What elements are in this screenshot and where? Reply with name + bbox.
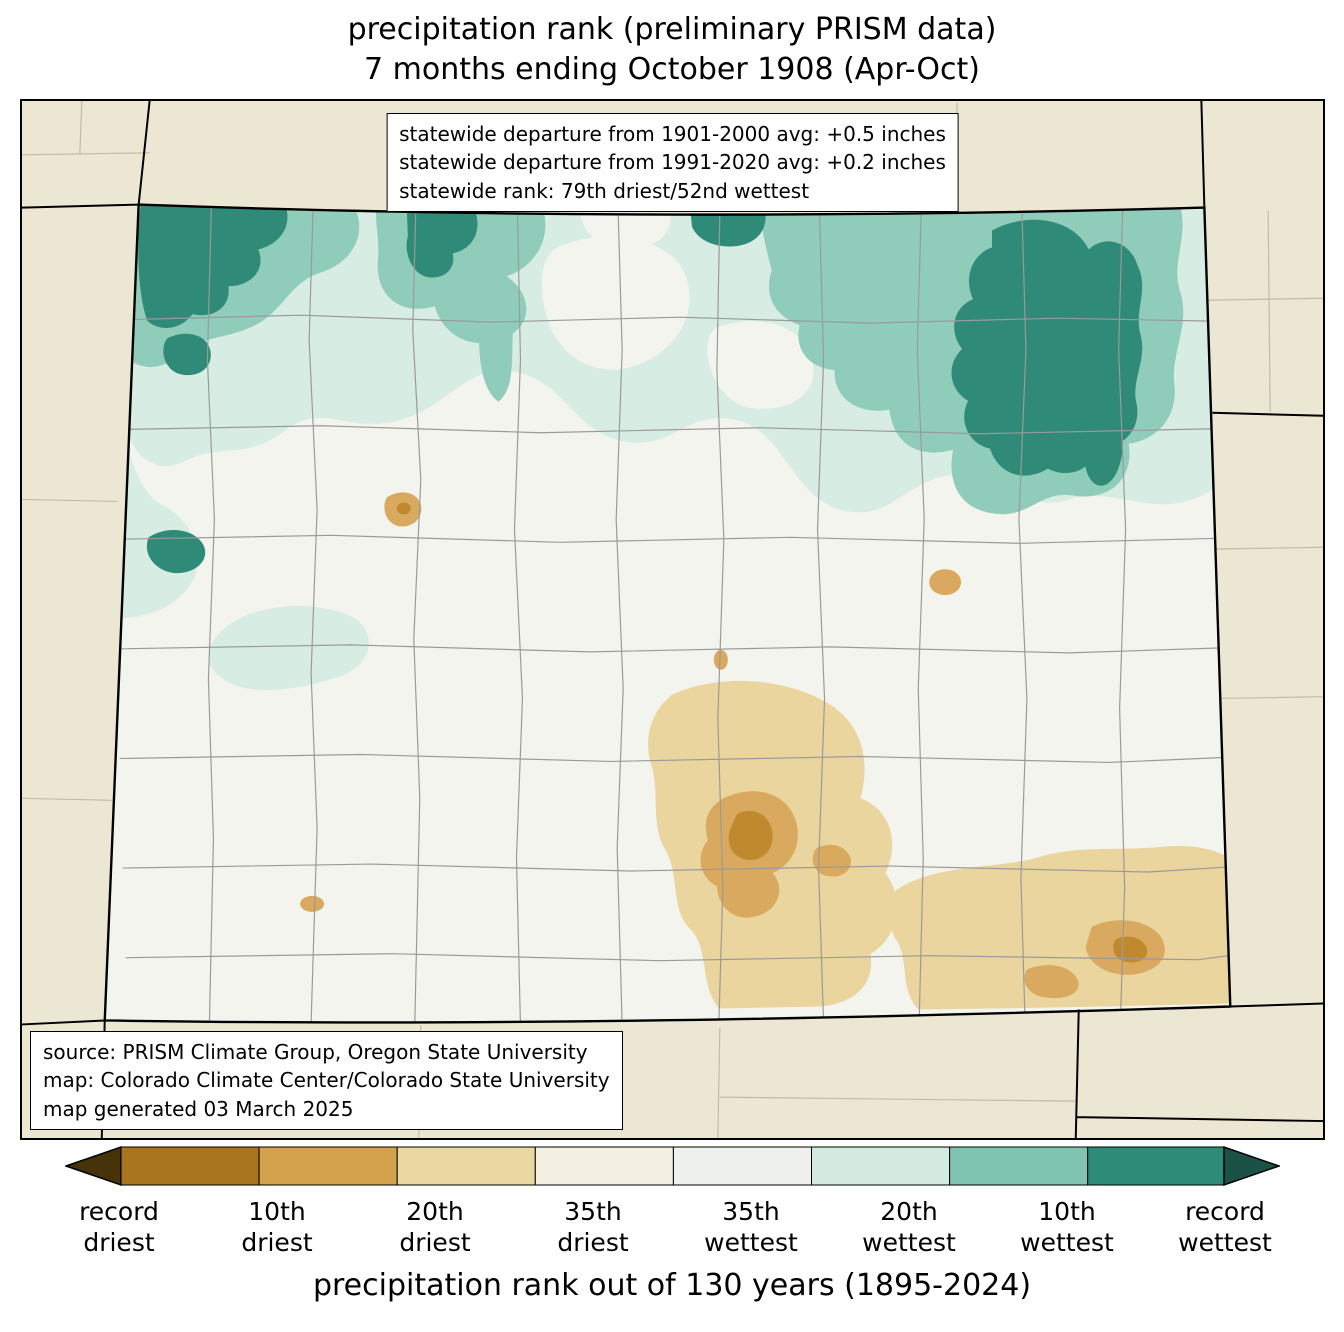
wet-mid-strip [478, 281, 514, 402]
legend: record driest 10th driest 20th driest 35… [0, 1145, 1344, 1303]
legend-label-record-driest: record driest [79, 1197, 159, 1257]
wet-dark-northwest [138, 204, 288, 329]
colorbar [64, 1145, 1280, 1187]
colorado-precipitation-map [22, 101, 1323, 1138]
colorbar-arrow-record-wettest [1222, 1145, 1280, 1187]
legend-caption: precipitation rank out of 130 years (189… [312, 1268, 1032, 1303]
wet-dark-northcentral [406, 208, 478, 278]
dry-mid-spot-1 [812, 844, 851, 877]
stats-box: statewide departure from 1901-2000 avg: … [386, 113, 959, 213]
dry-mid-eastcentral-dot [929, 569, 962, 596]
legend-label-35th-driest: 35th driest [557, 1197, 629, 1257]
legend-labels: record driest 10th driest 20th driest 35… [0, 1187, 1344, 1258]
title-line-2: 7 months ending October 1908 (Apr-Oct) [364, 51, 980, 87]
map-panel: statewide departure from 1901-2000 avg: … [20, 99, 1325, 1140]
colorbar-segment-8 [1086, 1146, 1225, 1186]
dry-dark-core [728, 810, 773, 861]
normal-hole-3 [580, 204, 671, 250]
normal-hole-1 [541, 236, 690, 370]
stats-line-2: statewide departure from 1991-2020 avg: … [399, 150, 946, 175]
normal-hole-2 [707, 321, 814, 409]
dry-dark-westcentral-dot [396, 502, 411, 515]
colorbar-arrow-record-driest [64, 1145, 122, 1187]
source-line-3: map generated 03 March 2025 [43, 1096, 354, 1121]
stats-line-3: statewide rank: 79th driest/52nd wettest [399, 178, 810, 203]
colorbar-segment-7 [948, 1146, 1088, 1186]
colorbar-segment-5 [672, 1146, 812, 1186]
colorbar-segment-1 [120, 1146, 260, 1186]
wet-patch-southwest [208, 606, 369, 691]
dry-mid-center-dot [713, 649, 728, 670]
colorbar-segment-3 [396, 1146, 536, 1186]
colorbar-segment-4 [534, 1146, 674, 1186]
legend-label-20th-wettest: 20th wettest [862, 1197, 956, 1257]
colorado-county-lines [105, 205, 1229, 1023]
dry-mid-southeast-2 [1024, 965, 1079, 999]
colorbar-segment-6 [810, 1146, 950, 1186]
dry-dark-southeast [1113, 936, 1148, 963]
source-box: source: PRISM Climate Group, Oregon Stat… [30, 1030, 623, 1130]
colorado-state-border [103, 203, 1232, 1024]
legend-label-35th-wettest: 35th wettest [704, 1197, 798, 1257]
legend-label-10th-wettest: 10th wettest [1020, 1197, 1114, 1257]
map-title: precipitation rank (preliminary PRISM da… [0, 10, 1344, 89]
source-line-1: source: PRISM Climate Group, Oregon Stat… [43, 1039, 588, 1064]
wet-dark-west-spot [163, 333, 211, 376]
wet-dark-east-streak [1083, 359, 1124, 486]
dry-mid-southwest-dot [300, 895, 325, 912]
title-line-1: precipitation rank (preliminary PRISM da… [347, 12, 997, 47]
stats-line-1: statewide departure from 1901-2000 avg: … [399, 122, 946, 146]
legend-label-record-wettest: record wettest [1178, 1197, 1272, 1257]
legend-label-10th-driest: 10th driest [241, 1197, 313, 1257]
colorbar-segment-2 [258, 1146, 398, 1186]
wet-dark-westedge [146, 529, 206, 574]
source-line-2: map: Colorado Climate Center/Colorado St… [43, 1068, 610, 1093]
legend-label-20th-driest: 20th driest [399, 1197, 471, 1257]
